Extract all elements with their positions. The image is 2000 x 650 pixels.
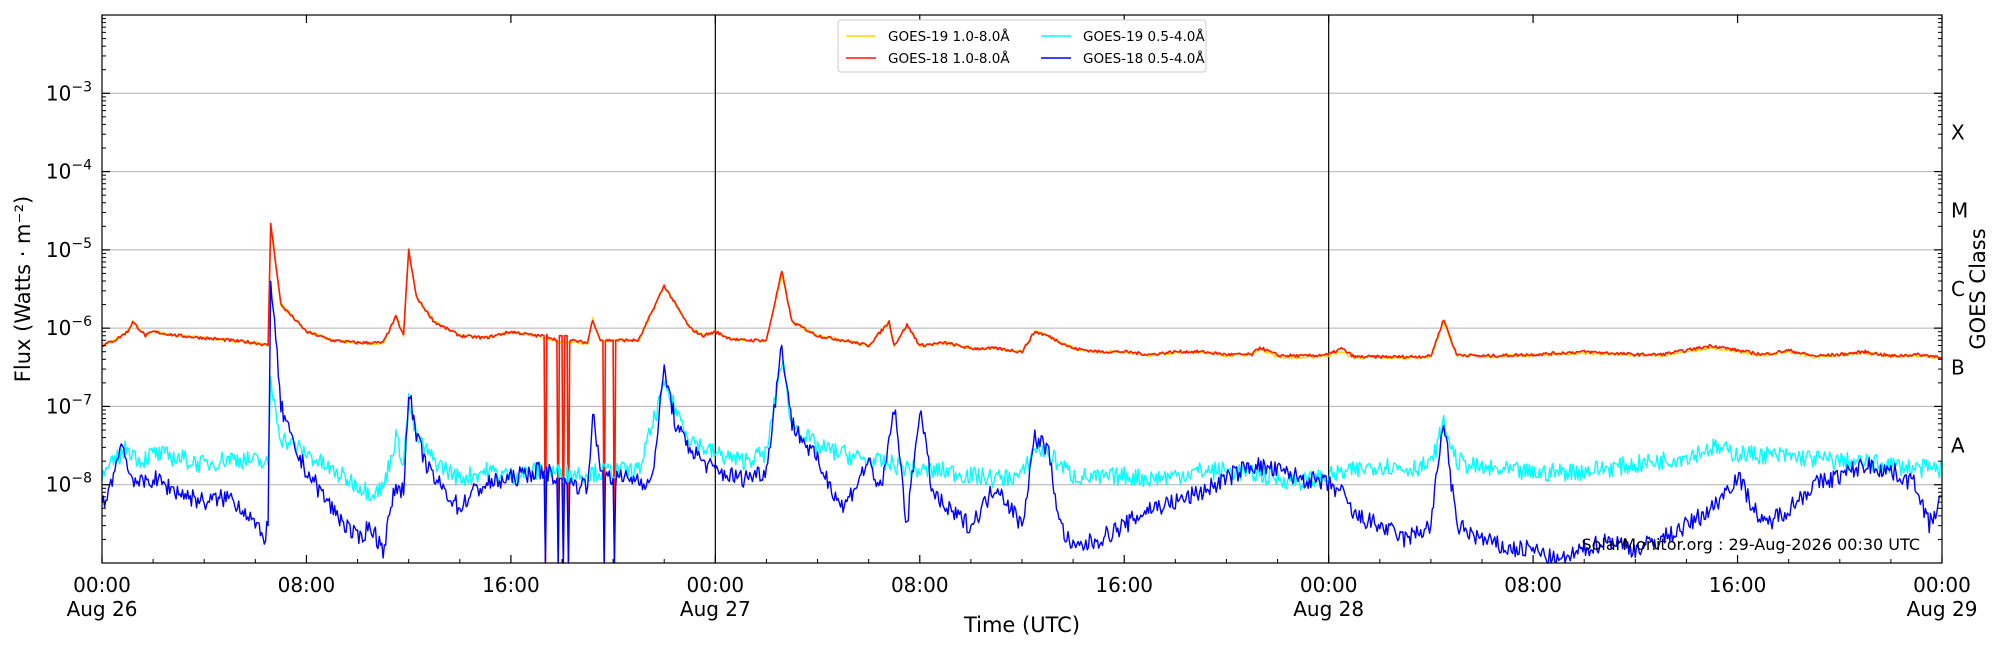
plot-area xyxy=(101,222,1943,564)
legend: GOES-19 1.0-8.0Å GOES-19 0.5-4.0Å GOES-18 … xyxy=(837,19,1207,73)
goes-class-label: X xyxy=(1951,120,1965,144)
y2-axis-label: GOES Class xyxy=(1966,228,1990,349)
goes-class-label: C xyxy=(1951,277,1965,301)
x-tick-label: 08:00 xyxy=(278,573,336,597)
x-tick-label: 16:00 xyxy=(1709,573,1767,597)
goes-class-label: B xyxy=(1951,355,1965,379)
x-tick-date-label: Aug 27 xyxy=(680,597,751,621)
y-tick-label: 10−3 xyxy=(46,79,92,105)
goes-class-labels: A B C M X xyxy=(1951,120,1968,457)
x-axis-label: Time (UTC) xyxy=(963,613,1080,637)
legend-box xyxy=(837,19,1207,73)
y-tick-label: 10−4 xyxy=(46,158,92,184)
legend-entry: GOES-19 0.5-4.0Å xyxy=(1083,28,1205,45)
x-tick-date-label: Aug 29 xyxy=(1907,597,1978,621)
x-tick-label: 00:00 xyxy=(1300,573,1358,597)
gridlines xyxy=(102,92,1942,486)
y-tick-label: 10−6 xyxy=(46,314,92,340)
legend-entry: GOES-19 1.0-8.0Å xyxy=(888,28,1010,45)
legend-entry: GOES-18 0.5-4.0Å xyxy=(1083,50,1205,67)
x-tick-label: 08:00 xyxy=(891,573,949,597)
plot-frame xyxy=(101,14,1943,564)
y-tick-label: 10−7 xyxy=(46,392,92,418)
y-tick-label: 10−5 xyxy=(46,236,92,262)
x-tick-label: 16:00 xyxy=(482,573,540,597)
series-line xyxy=(101,224,1943,360)
watermark-text: SolarMonitor.org : 29-Aug-2026 00:30 UTC xyxy=(1581,535,1920,554)
x-tick-label: 00:00 xyxy=(1913,573,1971,597)
x-tick-date-label: Aug 28 xyxy=(1293,597,1364,621)
goes-class-label: M xyxy=(1951,199,1968,223)
goes-class-label: A xyxy=(1951,434,1965,458)
x-tick-label: 16:00 xyxy=(1095,573,1153,597)
x-tick-date-label: Aug 26 xyxy=(67,597,138,621)
x-tick-label: 08:00 xyxy=(1504,573,1562,597)
x-tick-label: 00:00 xyxy=(687,573,745,597)
legend-entry: GOES-18 1.0-8.0Å xyxy=(888,50,1010,67)
series-line xyxy=(101,360,1943,501)
y-tick-label: 10−8 xyxy=(46,471,92,497)
y-axis-ticks: 10−8 10−7 10−6 10−5 10−4 10−3 xyxy=(46,18,1942,540)
day-dividers xyxy=(714,15,1330,563)
x-tick-label: 00:00 xyxy=(73,573,131,597)
y-axis-label: Flux (Watts · m⁻²) xyxy=(11,196,35,382)
series-line xyxy=(101,280,1943,564)
series-line xyxy=(101,222,1943,564)
